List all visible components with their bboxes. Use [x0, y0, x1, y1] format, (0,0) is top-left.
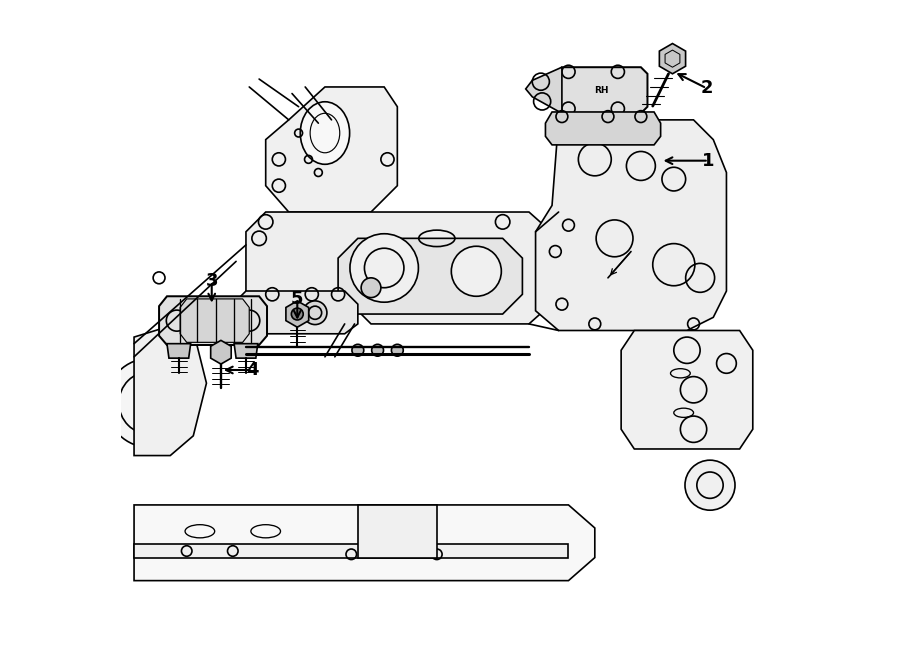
- Text: 5: 5: [291, 290, 303, 308]
- Circle shape: [392, 344, 403, 356]
- Circle shape: [303, 301, 327, 325]
- Polygon shape: [555, 67, 647, 113]
- Polygon shape: [233, 291, 358, 334]
- Polygon shape: [234, 344, 257, 358]
- Polygon shape: [167, 344, 191, 358]
- Polygon shape: [134, 505, 595, 580]
- Polygon shape: [134, 324, 206, 455]
- Polygon shape: [246, 212, 559, 324]
- Polygon shape: [211, 340, 231, 364]
- Text: 3: 3: [205, 272, 218, 290]
- Circle shape: [361, 278, 381, 297]
- Polygon shape: [266, 87, 397, 212]
- Polygon shape: [545, 112, 661, 145]
- Polygon shape: [526, 67, 562, 113]
- Text: 1: 1: [702, 151, 715, 170]
- Circle shape: [685, 460, 735, 510]
- Text: 4: 4: [247, 361, 259, 379]
- Circle shape: [372, 344, 383, 356]
- Circle shape: [451, 247, 501, 296]
- Circle shape: [350, 234, 418, 302]
- Polygon shape: [134, 545, 569, 558]
- Text: RH: RH: [594, 86, 608, 95]
- Polygon shape: [338, 239, 522, 314]
- Polygon shape: [660, 44, 686, 74]
- Polygon shape: [536, 120, 726, 330]
- Text: 2: 2: [700, 79, 713, 97]
- Polygon shape: [286, 301, 309, 327]
- Polygon shape: [358, 505, 436, 558]
- Circle shape: [292, 308, 303, 320]
- Polygon shape: [180, 299, 249, 342]
- Ellipse shape: [301, 102, 349, 165]
- Polygon shape: [621, 330, 752, 449]
- Circle shape: [352, 344, 364, 356]
- Circle shape: [105, 358, 195, 447]
- Polygon shape: [159, 296, 267, 345]
